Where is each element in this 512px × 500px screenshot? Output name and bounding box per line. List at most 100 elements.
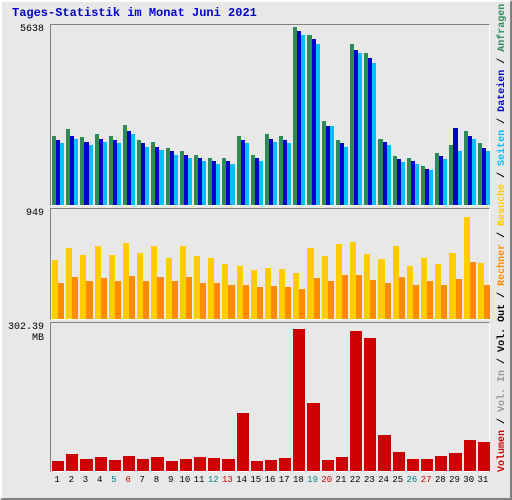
bar — [307, 403, 319, 471]
bar — [243, 285, 249, 319]
bar — [285, 287, 291, 319]
bar — [257, 287, 263, 319]
x-axis-day: 21 — [334, 475, 348, 485]
x-axis-day: 27 — [419, 475, 433, 485]
bar — [478, 442, 490, 471]
bar — [401, 162, 405, 205]
x-axis-day: 1 — [50, 475, 64, 485]
x-axis-day: 31 — [476, 475, 490, 485]
x-axis-day: 18 — [291, 475, 305, 485]
x-axis-day: 8 — [149, 475, 163, 485]
bar — [157, 277, 163, 319]
bar — [293, 329, 305, 471]
x-axis-day: 15 — [249, 475, 263, 485]
bar — [115, 281, 121, 319]
bar — [216, 164, 220, 205]
bar — [58, 283, 64, 319]
bar — [301, 35, 305, 205]
y-axis-label: 302.39 MB — [4, 322, 44, 344]
bar — [342, 275, 348, 319]
bar — [145, 147, 149, 205]
bar — [385, 283, 391, 319]
bar — [89, 145, 93, 205]
legend-item: Besuche — [497, 184, 508, 226]
bar — [123, 456, 135, 471]
x-axis-day: 10 — [178, 475, 192, 485]
chart-title: Tages-Statistik im Monat Juni 2021 — [12, 6, 257, 20]
legend-item: Dateien — [497, 70, 508, 112]
bar — [214, 283, 220, 319]
x-axis-day: 12 — [206, 475, 220, 485]
bar — [101, 278, 107, 319]
x-axis-day: 17 — [277, 475, 291, 485]
x-axis-day: 11 — [192, 475, 206, 485]
bar — [387, 145, 391, 205]
bar — [407, 459, 419, 471]
bar — [194, 457, 206, 471]
bar — [245, 143, 249, 205]
bar — [222, 459, 234, 471]
bar — [399, 277, 405, 319]
bar — [314, 278, 320, 319]
bar — [117, 143, 121, 205]
legend-item: Vol. Out — [497, 304, 508, 352]
y-axis-label: 949 — [4, 208, 44, 219]
legend: Volumen / Vol. In / Vol. Out / Rechner /… — [498, 24, 508, 472]
bar — [421, 459, 433, 471]
chart-panel — [50, 24, 490, 206]
bar — [472, 139, 476, 205]
bar — [435, 456, 447, 471]
bar — [174, 155, 178, 206]
bar — [129, 276, 135, 319]
bar — [470, 262, 476, 319]
x-axis-day: 24 — [377, 475, 391, 485]
bar — [322, 460, 334, 471]
bar — [66, 454, 78, 471]
chart-panel — [50, 208, 490, 320]
bar — [456, 279, 462, 319]
bar — [72, 277, 78, 319]
bar — [151, 457, 163, 471]
bar — [188, 158, 192, 205]
bar — [279, 458, 291, 471]
bar — [74, 139, 78, 205]
x-axis-day: 4 — [93, 475, 107, 485]
bar — [131, 134, 135, 205]
stats-chart-frame: Tages-Statistik im Monat Juni 2021 56389… — [0, 0, 512, 500]
bar — [484, 285, 490, 319]
bar — [180, 459, 192, 471]
bar — [330, 126, 334, 205]
bar — [166, 461, 178, 471]
bar — [449, 453, 461, 471]
x-axis-day: 20 — [320, 475, 334, 485]
x-axis-day: 25 — [391, 475, 405, 485]
bar — [358, 53, 362, 205]
legend-item: Vol. In — [497, 370, 508, 412]
bar — [200, 283, 206, 319]
bar — [336, 457, 348, 471]
x-axis-day: 7 — [135, 475, 149, 485]
bar — [441, 285, 447, 319]
bar — [228, 285, 234, 319]
x-axis-day: 28 — [433, 475, 447, 485]
bar — [52, 461, 64, 471]
bar — [259, 161, 263, 205]
bar — [393, 452, 405, 471]
x-axis-day: 14 — [235, 475, 249, 485]
bar — [429, 170, 433, 205]
x-axis-day: 22 — [348, 475, 362, 485]
bar — [344, 147, 348, 205]
bar — [370, 280, 376, 319]
legend-item: Anfragen — [497, 4, 508, 52]
bar — [251, 461, 263, 471]
bar — [265, 460, 277, 471]
bar — [372, 63, 376, 205]
legend-item: Volumen — [497, 430, 508, 472]
bar — [486, 151, 490, 205]
bar — [109, 460, 121, 471]
bar — [364, 338, 376, 471]
bar — [427, 281, 433, 319]
x-axis-day: 9 — [164, 475, 178, 485]
bar — [413, 285, 419, 319]
bar — [415, 164, 419, 205]
